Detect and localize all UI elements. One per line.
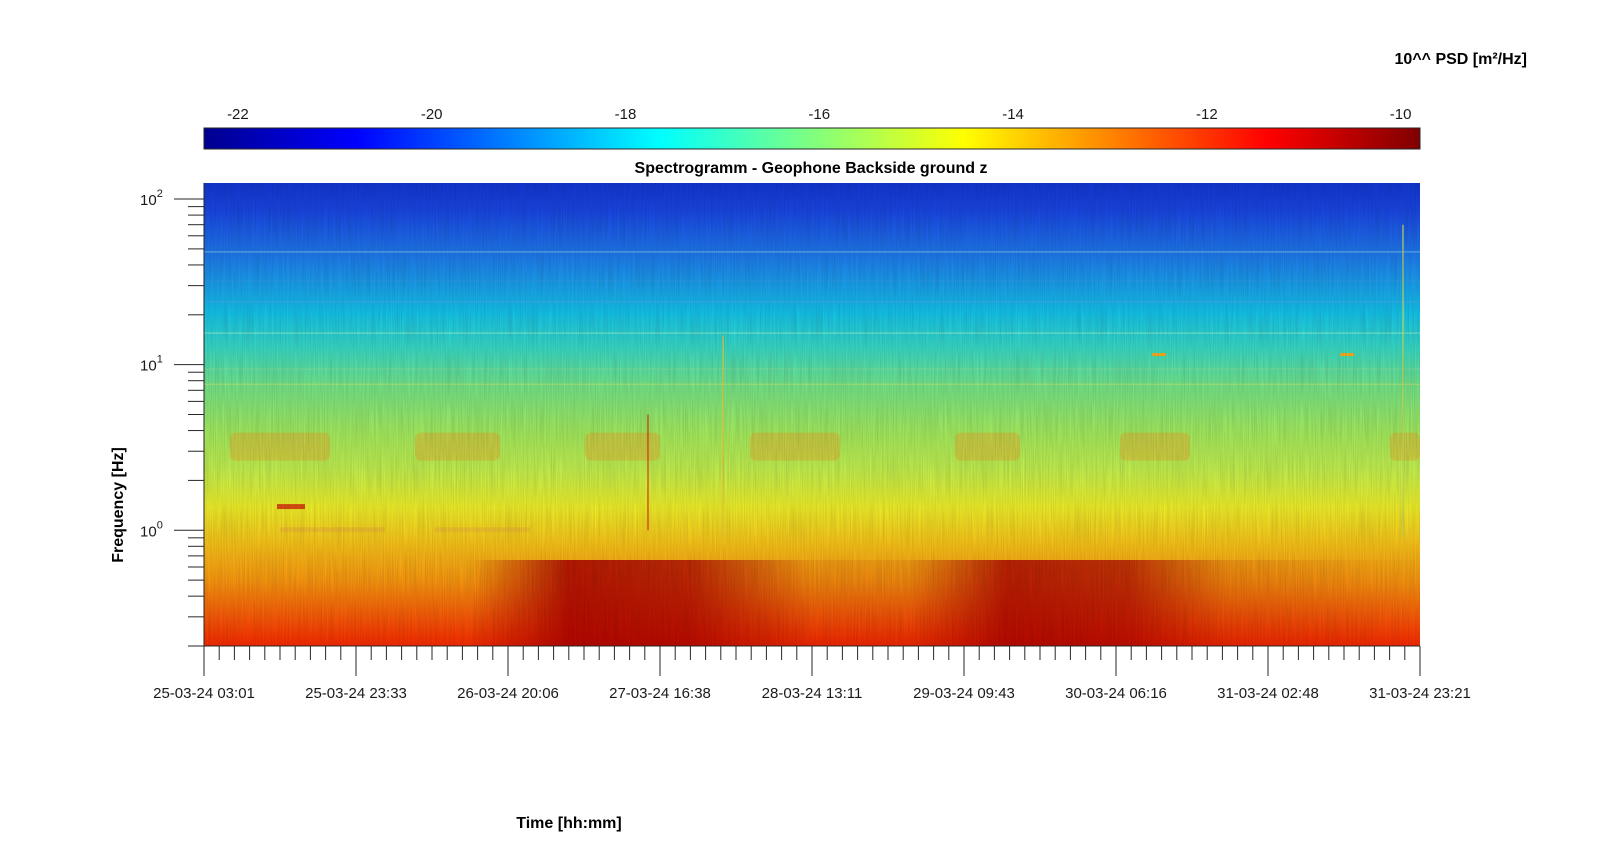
colorbar-tick-label: -14 xyxy=(1002,106,1024,123)
spectrogram-image xyxy=(204,183,1420,646)
x-tick-label: 25-03-24 23:33 xyxy=(305,685,407,702)
colorbar-label: 10^^ PSD [m²/Hz] xyxy=(1395,51,1527,68)
x-axis: 25-03-24 03:01 25-03-24 23:33 26-03-24 20:… xyxy=(153,645,1471,702)
x-tick-label: 25-03-24 03:01 xyxy=(153,685,255,702)
y-tick-label: 100 xyxy=(140,519,163,540)
colorbar-tick-label: -16 xyxy=(808,106,830,123)
x-tick-label: 26-03-24 20:06 xyxy=(457,685,559,702)
colorbar-tick-label: -10 xyxy=(1390,106,1412,123)
y-axis-label: Frequency [Hz] xyxy=(110,447,127,563)
colorbar-tick-label: -22 xyxy=(227,106,249,123)
y-tick-label: 102 xyxy=(140,188,163,209)
x-tick-label: 27-03-24 16:38 xyxy=(609,685,711,702)
colorbar-tick-label: -20 xyxy=(421,106,443,123)
plot-title: Spectrogramm - Geophone Backside ground … xyxy=(635,160,988,177)
colorbar xyxy=(203,127,1421,150)
x-tick-label: 30-03-24 06:16 xyxy=(1065,685,1167,702)
y-tick-label: 101 xyxy=(140,354,163,375)
x-tick-label: 31-03-24 23:21 xyxy=(1369,685,1471,702)
x-axis-label: Time [hh:mm] xyxy=(516,815,621,832)
colorbar-tick-label: -12 xyxy=(1196,106,1218,123)
y-axis: 100 101 102 xyxy=(140,183,205,647)
x-tick-label: 31-03-24 02:48 xyxy=(1217,685,1319,702)
x-tick-label: 29-03-24 09:43 xyxy=(913,685,1015,702)
x-tick-label: 28-03-24 13:11 xyxy=(762,685,863,702)
colorbar-tick-label: -18 xyxy=(615,106,637,123)
